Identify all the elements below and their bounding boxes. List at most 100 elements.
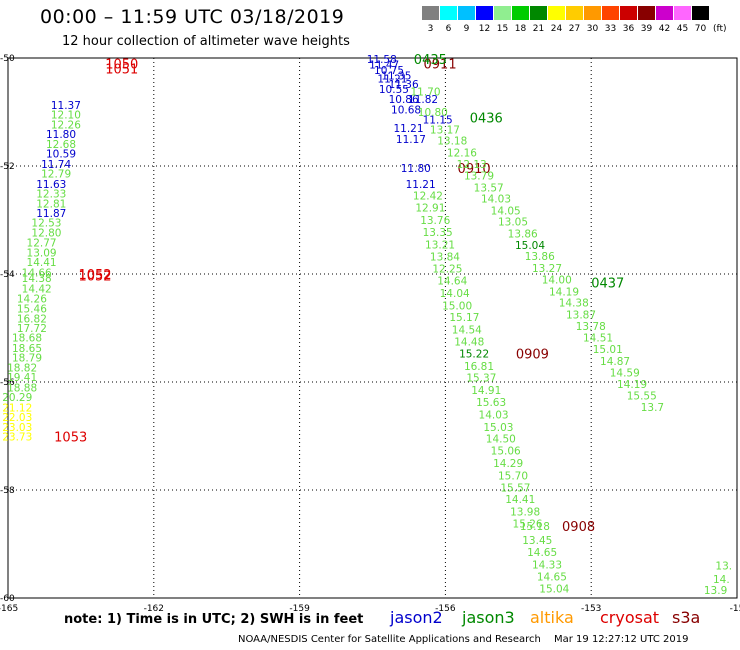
data-label: 11.17	[396, 134, 426, 146]
data-label: 14.29	[493, 458, 523, 470]
data-label: 11.80	[401, 163, 431, 175]
data-label: 18.82	[7, 362, 37, 374]
data-label: 16.81	[464, 361, 494, 373]
time-label: 0437	[591, 277, 624, 292]
legend-swatch	[692, 6, 709, 20]
data-label: 14.41	[505, 494, 535, 506]
y-tick-label: -54	[0, 270, 15, 280]
x-tick-label: -15	[730, 604, 740, 614]
data-label: 14.19	[549, 286, 579, 298]
legend-label: 27	[568, 24, 581, 34]
time-label: 0436	[470, 111, 503, 126]
legend-label: 33	[604, 24, 617, 34]
data-label: 11.70	[410, 86, 440, 98]
plot-frame	[7, 57, 738, 599]
data-label: 13.76	[420, 215, 450, 227]
data-label: 14.41	[27, 257, 57, 269]
data-label: 12.91	[415, 203, 445, 215]
data-label: 23.73	[2, 432, 32, 444]
legend-swatch	[440, 6, 457, 20]
legend-label: 9	[463, 24, 470, 34]
legend-label: 15	[496, 24, 509, 34]
data-label: 15.00	[442, 300, 472, 312]
sat-label-s3a: s3a	[672, 608, 701, 627]
data-label: 14.05	[491, 205, 521, 217]
legend-label: 39	[640, 24, 653, 34]
data-label: 11.47	[369, 59, 399, 71]
credit-line: NOAA/NESDIS Center for Satellite Applica…	[238, 634, 541, 645]
data-label: 10.68	[391, 104, 421, 116]
data-label: 14.48	[454, 337, 484, 349]
sat-label-cryosat: cryosat	[600, 608, 660, 627]
time-label: 0908	[562, 520, 595, 535]
legend-label: 12	[478, 24, 491, 34]
data-label: 15.04	[515, 240, 545, 252]
legend-label: 42	[658, 24, 671, 34]
data-label: 12.68	[46, 139, 76, 151]
data-label: 13.09	[27, 247, 57, 259]
y-tick-label: -60	[0, 594, 15, 604]
legend-label: 45	[676, 24, 689, 34]
data-label: 15.01	[593, 344, 623, 356]
legend-swatch	[512, 6, 529, 20]
legend-swatch	[584, 6, 601, 20]
legend-swatch	[638, 6, 655, 20]
data-label: 20.29	[2, 392, 32, 404]
data-label: 14.33	[532, 560, 562, 572]
legend-label: 3	[427, 24, 434, 34]
data-label: 13.17	[430, 124, 460, 136]
data-label: 12.77	[27, 238, 57, 250]
legend-swatch	[566, 6, 583, 20]
data-label: 13.86	[508, 229, 538, 241]
data-label: 19.41	[7, 372, 37, 384]
data-label: 14.59	[610, 367, 640, 379]
legend-label: 30	[586, 24, 599, 34]
data-label: 14.38	[559, 298, 589, 310]
legend-label: 70	[694, 24, 707, 34]
data-label: 11.36	[389, 79, 419, 91]
legend-unit: (ft)	[713, 24, 727, 34]
data-label: 14.54	[452, 325, 482, 337]
data-label: 13.57	[474, 183, 504, 195]
x-tick-label: -159	[289, 604, 310, 614]
x-tick-label: -156	[435, 604, 456, 614]
data-label: 13.18	[437, 136, 467, 148]
data-label: 13.	[715, 561, 732, 573]
data-label: 13.05	[498, 217, 528, 229]
data-label: 11.21	[393, 123, 423, 135]
data-label: 12.25	[432, 264, 462, 276]
legend-label: 21	[532, 24, 545, 34]
data-label: 14.87	[600, 356, 630, 368]
data-label: 16.82	[17, 313, 47, 325]
legend-swatch	[548, 6, 565, 20]
data-label: 10.80	[418, 107, 448, 119]
time-label: 0911	[424, 57, 457, 72]
data-label: 15.63	[476, 397, 506, 409]
y-tick-label: -50	[0, 54, 15, 64]
y-tick-label: -56	[0, 378, 15, 388]
data-label: 11.80	[46, 129, 76, 141]
time-label: 1053	[54, 431, 87, 446]
footer-note: note: 1) Time is in UTC; 2) SWH is in fe…	[64, 612, 364, 627]
data-label: 14.03	[481, 193, 511, 205]
data-label: 15.04	[539, 583, 569, 595]
time-label: 0435	[414, 53, 447, 68]
data-label: 11.35	[381, 70, 411, 82]
data-label: 17.72	[17, 323, 47, 335]
data-label: 13.79	[464, 171, 494, 183]
data-label: 15.70	[498, 470, 528, 482]
data-label: 12.53	[31, 218, 61, 230]
data-label: 10.75	[374, 65, 404, 77]
data-label: 13.98	[510, 507, 540, 519]
data-label: 11.74	[41, 159, 71, 171]
data-label: 13.45	[522, 535, 552, 547]
legend-label: 18	[514, 24, 527, 34]
data-label: 14.51	[583, 333, 613, 345]
legend-swatch	[476, 6, 493, 20]
data-label: 23.03	[2, 422, 32, 434]
data-label: 22.03	[2, 412, 32, 424]
data-label: 14.42	[22, 284, 52, 296]
data-label: 18.68	[12, 333, 42, 345]
data-label: 11.82	[408, 94, 438, 106]
